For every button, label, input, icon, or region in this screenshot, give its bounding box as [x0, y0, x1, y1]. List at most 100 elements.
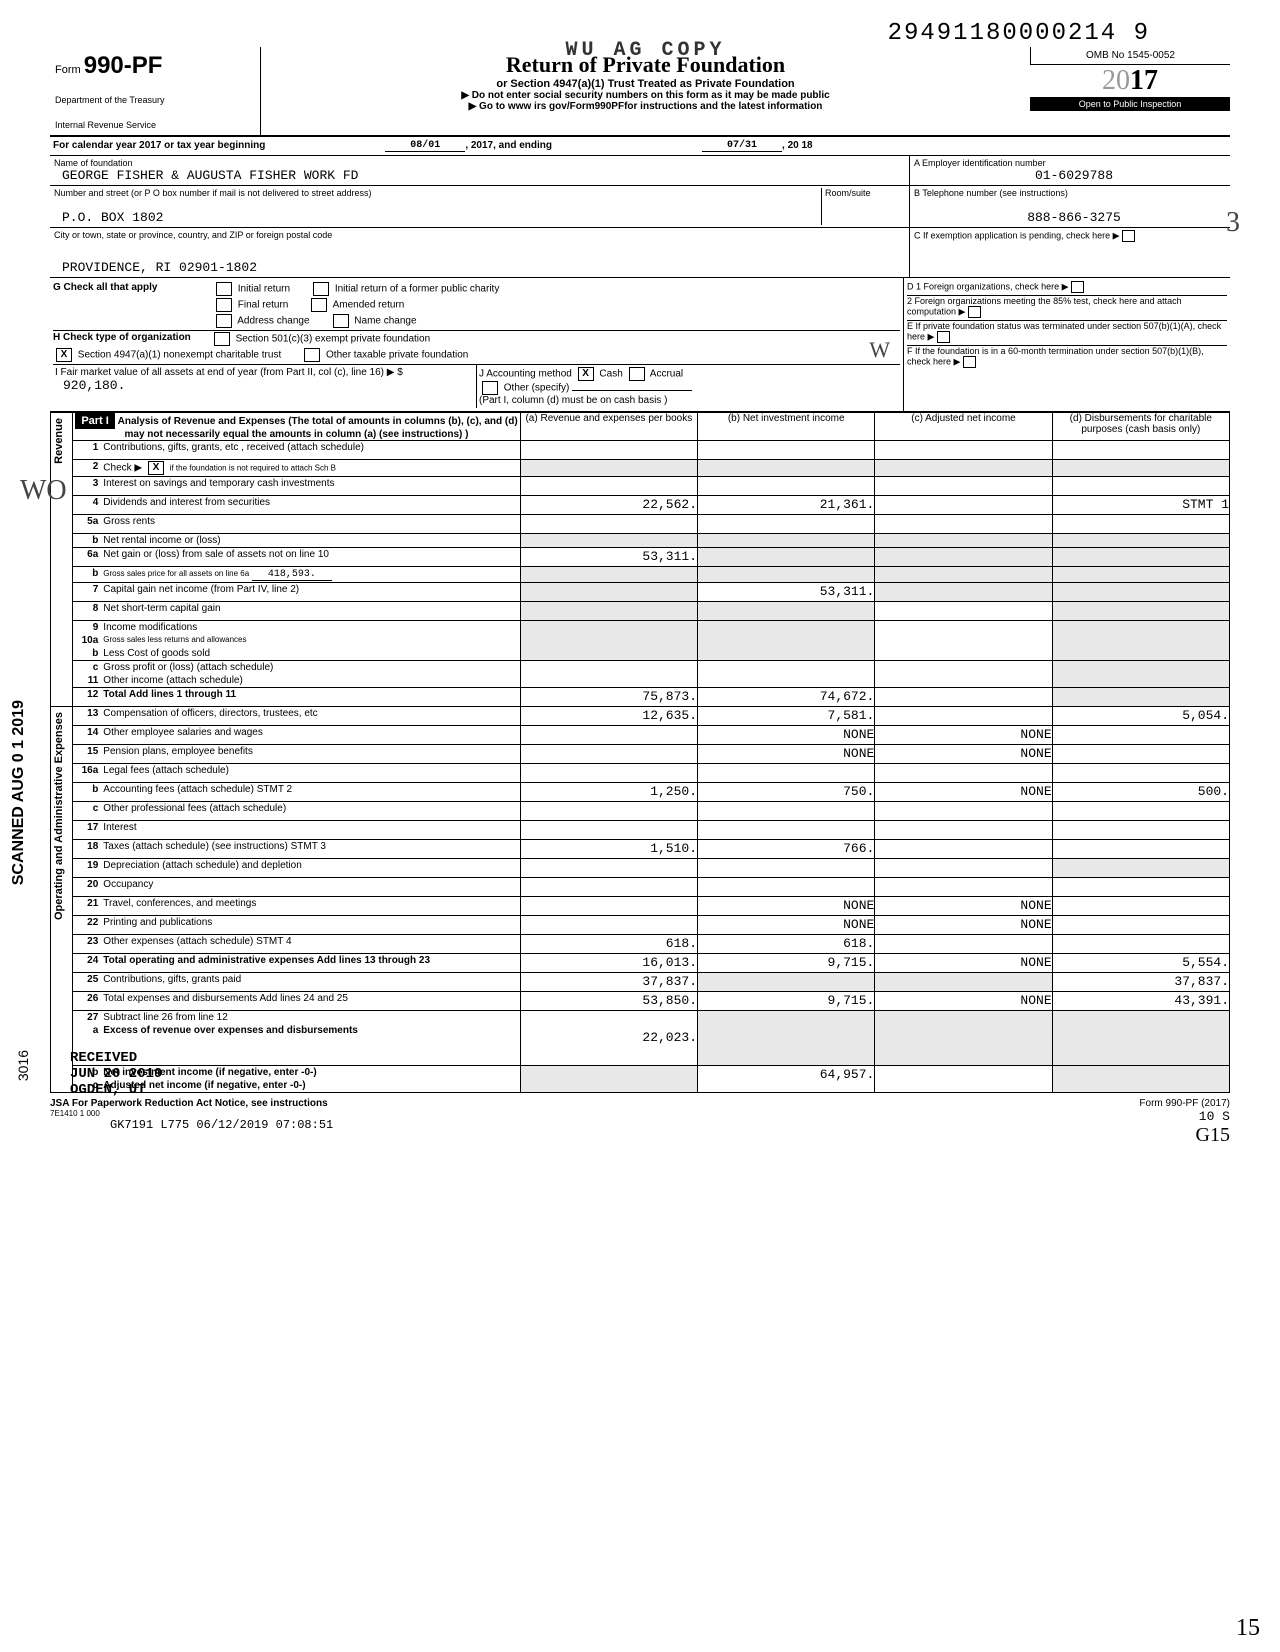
line-5a: Gross rents: [103, 516, 516, 527]
g-name-checkbox[interactable]: [333, 314, 349, 328]
line-24: Total operating and administrative expen…: [103, 955, 516, 966]
l12-b: 74,672.: [698, 688, 875, 707]
l23-a: 618.: [520, 935, 697, 954]
address: P.O. BOX 1802: [54, 210, 821, 225]
d2-label: 2 Foreign organizations meeting the 85% …: [907, 296, 1182, 316]
j-accrual-checkbox[interactable]: [629, 367, 645, 381]
l24-b: 9,715.: [698, 954, 875, 973]
line-16a: Legal fees (attach schedule): [103, 765, 516, 776]
i-label: I Fair market value of all assets at end…: [55, 367, 403, 378]
handwritten-w: W: [869, 337, 890, 363]
g-addr-checkbox[interactable]: [216, 314, 232, 328]
l27a-a: 22,023.: [520, 1011, 697, 1066]
f-checkbox[interactable]: [963, 356, 976, 368]
name-block: Name of foundation GEORGE FISHER & AUGUS…: [50, 156, 1230, 278]
part1-title: Analysis of Revenue and Expenses (The to…: [118, 416, 518, 440]
dept-irs: Internal Revenue Service: [55, 120, 255, 130]
fmv-value: 920,180.: [55, 378, 125, 393]
d2-checkbox[interactable]: [968, 306, 981, 318]
g-initial-checkbox[interactable]: [216, 282, 232, 296]
tax-year: 2017: [1030, 65, 1230, 97]
g-final-checkbox[interactable]: [216, 298, 232, 312]
j-other-checkbox[interactable]: [482, 381, 498, 395]
h-4947-checkbox[interactable]: X: [56, 348, 72, 362]
expense-label: Operating and Administrative Expenses: [51, 707, 67, 925]
form-number: 990-PF: [84, 52, 163, 79]
calendar-year-row: For calendar year 2017 or tax year begin…: [50, 137, 1230, 156]
instruction-1: ▶ Do not enter social security numbers o…: [266, 90, 1025, 101]
scanned-stamp: SCANNED AUG 0 1 2019: [10, 700, 28, 885]
l16b-b: 750.: [698, 783, 875, 802]
l26-a: 53,850.: [520, 992, 697, 1011]
l26-b: 9,715.: [698, 992, 875, 1011]
line-27b: Net investment income (if negative, ente…: [103, 1067, 516, 1078]
form-header: Form 990-PF Department of the Treasury I…: [50, 47, 1230, 137]
j-cash-checkbox[interactable]: X: [578, 367, 594, 381]
line-9: Income modifications: [103, 622, 516, 633]
form-subtitle: or Section 4947(a)(1) Trust Treated as P…: [266, 78, 1025, 90]
l4-d: STMT 1: [1052, 496, 1229, 515]
f-label: F If the foundation is in a 60-month ter…: [907, 346, 1204, 366]
l12-a: 75,873.: [520, 688, 697, 707]
handwritten-initials: WO: [20, 475, 67, 507]
name-label: Name of foundation: [54, 158, 905, 168]
city: PROVIDENCE, RI 02901-1802: [54, 260, 905, 275]
c-label: C If exemption application is pending, c…: [914, 230, 1110, 240]
j-label: J Accounting method: [479, 369, 572, 380]
l24-d: 5,554.: [1052, 954, 1229, 973]
l24-c: NONE: [875, 954, 1052, 973]
line-4: Dividends and interest from securities: [103, 497, 516, 508]
g-former-checkbox[interactable]: [313, 282, 329, 296]
ein-label: A Employer identification number: [914, 158, 1226, 168]
c-checkbox[interactable]: [1122, 230, 1135, 242]
handwritten-15: 15: [1236, 1615, 1260, 1642]
g-amended-checkbox[interactable]: [311, 298, 327, 312]
foundation-name: GEORGE FISHER & AUGUSTA FISHER WORK FD: [54, 168, 905, 183]
line-13: Compensation of officers, directors, tru…: [103, 708, 516, 719]
col-a-header: (a) Revenue and expenses per books: [520, 413, 697, 441]
telephone: 888-866-3275: [914, 210, 1226, 225]
line-26: Total expenses and disbursements Add lin…: [103, 993, 516, 1004]
line-22: Printing and publications: [103, 917, 516, 928]
l21-c: NONE: [875, 897, 1052, 916]
line-27a: Excess of revenue over expenses and disb…: [103, 1025, 516, 1036]
l27b-b: 64,957.: [698, 1066, 875, 1093]
paperwork-notice: JSA For Paperwork Reduction Act Notice, …: [50, 1098, 333, 1109]
line-12: Total Add lines 1 through 11: [103, 689, 516, 700]
h-other-checkbox[interactable]: [304, 348, 320, 362]
line-23: Other expenses (attach schedule) STMT 4: [103, 936, 516, 947]
h-501c3-checkbox[interactable]: [214, 332, 230, 346]
l18-b: 766.: [698, 840, 875, 859]
jsa-code: 7E1410 1 000: [50, 1109, 333, 1118]
line-21: Travel, conferences, and meetings: [103, 898, 516, 909]
form-prefix: Form: [55, 64, 81, 76]
line-15: Pension plans, employee benefits: [103, 746, 516, 757]
l13-b: 7,581.: [698, 707, 875, 726]
l25-a: 37,837.: [520, 973, 697, 992]
line-10a: Gross sales less returns and allowances: [103, 635, 516, 646]
end-date: 07/31: [702, 140, 782, 152]
checks-section: G Check all that apply Initial return In…: [50, 278, 1230, 412]
line-16b: Accounting fees (attach schedule) STMT 2: [103, 784, 516, 795]
received-loc: OGDEN, UT: [70, 1082, 162, 1098]
footer: JSA For Paperwork Reduction Act Notice, …: [50, 1093, 1230, 1147]
l24-a: 16,013.: [520, 954, 697, 973]
line-2: Check ▶ X if the foundation is not requi…: [103, 461, 516, 475]
e-checkbox[interactable]: [937, 331, 950, 343]
line-3: Interest on savings and temporary cash i…: [103, 478, 516, 489]
l6a-a: 53,311.: [520, 548, 697, 567]
form-ref: Form 990-PF (2017): [1139, 1098, 1230, 1109]
instruction-2: ▶ Go to www irs gov/Form990PFfor instruc…: [266, 101, 1025, 112]
l2-checkbox[interactable]: X: [148, 461, 164, 475]
l16b-a: 1,250.: [520, 783, 697, 802]
line-5b: Net rental income or (loss): [103, 535, 516, 546]
dept-treasury: Department of the Treasury: [55, 95, 255, 105]
line-10c: Gross profit or (loss) (attach schedule): [103, 662, 516, 673]
handwritten-g15: G15: [1139, 1124, 1230, 1147]
part1-table: Revenue Part I Analysis of Revenue and E…: [50, 412, 1230, 1093]
d1-checkbox[interactable]: [1071, 281, 1084, 293]
l26-d: 43,391.: [1052, 992, 1229, 1011]
l14-c: NONE: [875, 726, 1052, 745]
code-10s: 10 S: [1139, 1109, 1230, 1124]
handwritten-3: 3: [1226, 207, 1240, 239]
